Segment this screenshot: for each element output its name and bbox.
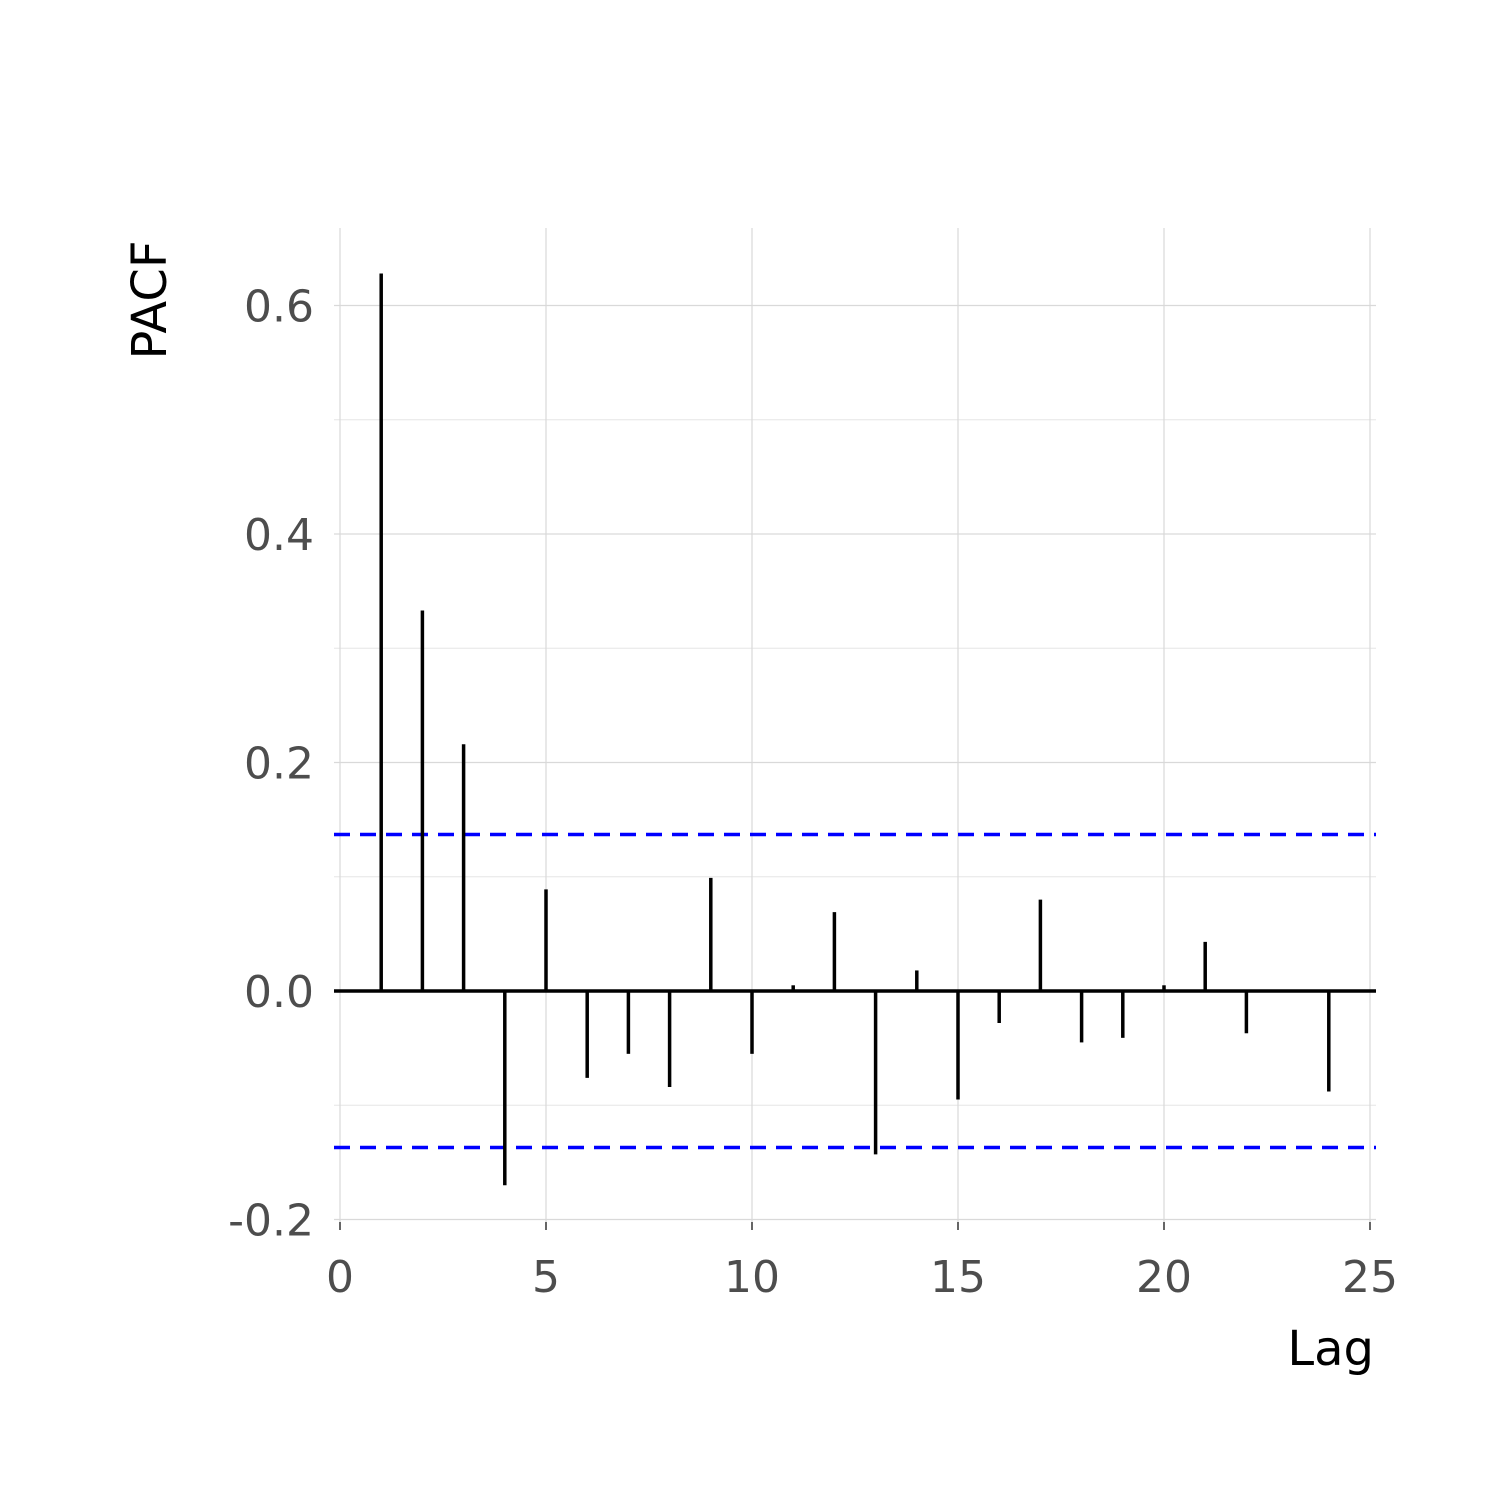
y-tick-label: 0.0: [244, 967, 314, 1018]
x-tick-label: 25: [1342, 1252, 1398, 1303]
y-axis-title: PACF: [122, 241, 178, 360]
confidence-bounds: [334, 832, 1376, 1150]
x-tick-label: 20: [1136, 1252, 1192, 1303]
y-tick-label: 0.6: [244, 282, 314, 333]
x-axis-ticks: 0 5 10 15 20 25: [326, 1222, 1398, 1303]
y-tick-label: 0.2: [244, 739, 314, 790]
x-tick-label: 15: [930, 1252, 986, 1303]
grid: [334, 228, 1376, 1222]
x-tick-label: 5: [532, 1252, 560, 1303]
x-axis-title: Lag: [1287, 1321, 1374, 1377]
x-tick-label: 10: [724, 1252, 780, 1303]
x-tick-label: 0: [326, 1252, 354, 1303]
pacf-bars: [379, 273, 1331, 1186]
y-tick-label: -0.2: [228, 1196, 314, 1247]
y-axis-ticks: -0.2 0.0 0.2 0.4 0.6: [228, 282, 314, 1247]
y-tick-label: 0.4: [244, 510, 314, 561]
